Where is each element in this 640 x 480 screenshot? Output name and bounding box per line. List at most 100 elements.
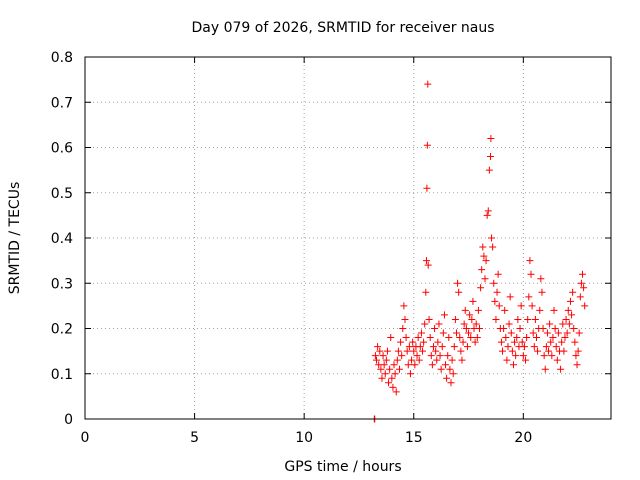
data-point xyxy=(488,234,496,242)
data-point xyxy=(436,352,444,360)
data-point xyxy=(426,334,434,342)
data-point xyxy=(485,166,493,174)
data-point xyxy=(573,361,581,369)
data-point xyxy=(462,325,470,332)
data-point xyxy=(387,334,395,342)
data-point xyxy=(520,343,528,351)
data-point xyxy=(474,306,482,314)
data-point xyxy=(374,343,382,351)
data-point xyxy=(546,320,554,328)
data-point xyxy=(403,347,411,355)
data-point xyxy=(499,347,507,355)
data-point xyxy=(425,315,433,323)
y-tick-label: 0.5 xyxy=(51,186,73,202)
data-point xyxy=(476,325,483,332)
data-point xyxy=(577,279,585,287)
data-point xyxy=(571,338,579,346)
y-tick-label: 0.2 xyxy=(51,322,73,338)
data-point xyxy=(472,320,480,328)
data-point xyxy=(427,352,435,360)
data-point xyxy=(432,347,440,355)
data-point xyxy=(467,334,475,342)
data-point xyxy=(371,352,379,360)
data-point xyxy=(581,302,589,310)
data-point xyxy=(401,315,409,323)
data-point xyxy=(579,270,587,278)
data-point xyxy=(558,338,566,346)
data-point xyxy=(402,334,410,342)
data-point xyxy=(519,352,527,360)
data-point xyxy=(575,329,583,337)
data-point xyxy=(514,315,522,323)
data-point xyxy=(468,315,476,323)
data-point xyxy=(509,361,517,369)
data-point xyxy=(377,365,385,373)
data-point xyxy=(529,329,537,337)
data-point xyxy=(381,370,389,378)
y-tick-label: 0.4 xyxy=(51,231,73,247)
data-point xyxy=(552,343,560,351)
data-point xyxy=(442,361,450,369)
data-point xyxy=(525,293,533,301)
data-point xyxy=(522,356,530,364)
data-point xyxy=(540,352,548,360)
data-point xyxy=(399,325,407,332)
data-point xyxy=(516,325,524,332)
data-point xyxy=(547,338,555,346)
data-point xyxy=(483,211,491,219)
data-point xyxy=(459,338,467,346)
data-point xyxy=(380,361,388,369)
data-point xyxy=(511,338,519,346)
data-point xyxy=(490,279,498,287)
data-point xyxy=(512,352,520,360)
data-point xyxy=(396,365,404,373)
data-point xyxy=(480,252,488,260)
data-point xyxy=(393,356,401,364)
data-point xyxy=(501,306,509,314)
data-point xyxy=(448,356,456,364)
data-point xyxy=(428,361,436,369)
data-point xyxy=(549,334,557,342)
data-point xyxy=(385,379,393,387)
x-tick-label: 0 xyxy=(81,430,90,446)
data-point xyxy=(473,334,481,342)
data-point xyxy=(500,325,508,332)
data-point xyxy=(527,270,535,278)
data-point xyxy=(566,297,574,305)
data-point xyxy=(451,315,459,323)
data-point xyxy=(424,261,432,269)
data-point xyxy=(487,134,495,142)
data-point xyxy=(416,343,424,351)
data-point xyxy=(528,302,536,310)
data-point xyxy=(471,338,479,346)
data-point xyxy=(569,288,577,296)
axis-ticks: 0 0.1 0.2 0.3 0.4 0.5 0.6 0.7 0.8 0 5 10 15 20 xyxy=(51,50,611,446)
data-point xyxy=(553,356,561,364)
data-point xyxy=(390,361,398,369)
data-point xyxy=(379,352,387,360)
data-point xyxy=(414,334,422,342)
data-point xyxy=(465,329,473,337)
data-point xyxy=(424,80,432,88)
y-tick-label: 0 xyxy=(64,412,73,428)
data-point xyxy=(372,356,380,364)
data-point xyxy=(537,275,545,283)
data-point xyxy=(548,352,556,360)
data-point xyxy=(524,315,532,323)
grid-lines xyxy=(85,57,611,419)
y-tick-label: 0.1 xyxy=(51,367,73,383)
data-point xyxy=(518,338,526,346)
data-point xyxy=(445,334,453,342)
data-point xyxy=(417,329,425,337)
data-point xyxy=(526,257,534,265)
data-point xyxy=(486,153,494,161)
data-point xyxy=(386,365,394,373)
data-point xyxy=(502,334,510,342)
data-point xyxy=(530,343,538,351)
data-point xyxy=(455,288,463,296)
data-point xyxy=(545,347,553,355)
data-point xyxy=(392,388,400,396)
data-point xyxy=(497,338,505,346)
data-point xyxy=(532,334,540,342)
